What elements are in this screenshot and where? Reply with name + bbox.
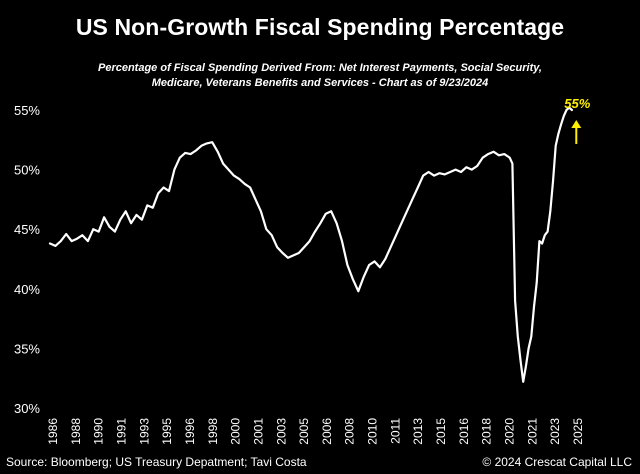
y-tick-label: 35% bbox=[14, 341, 40, 356]
x-tick-label: 1996 bbox=[183, 418, 197, 445]
annotation-label: 55% bbox=[564, 96, 590, 111]
x-tick-label: 2020 bbox=[503, 418, 517, 445]
x-tick-label: 2001 bbox=[251, 418, 265, 445]
x-tick-label: 2021 bbox=[525, 418, 539, 445]
y-tick-label: 30% bbox=[14, 401, 40, 416]
x-tick-label: 2005 bbox=[297, 418, 311, 445]
x-tick-label: 2008 bbox=[343, 418, 357, 445]
subtitle-line-2: Medicare, Veterans Benefits and Services… bbox=[151, 77, 489, 89]
annotation-layer: 55% bbox=[564, 96, 591, 144]
x-tick-label: 1991 bbox=[114, 418, 128, 445]
y-tick-label: 40% bbox=[14, 282, 40, 297]
x-axis: 1986 1988 1990 1991 1993 1995 1996 1998 2000 2001… bbox=[46, 418, 585, 445]
x-tick-label: 2010 bbox=[366, 418, 380, 445]
subtitle-line-1: Percentage of Fiscal Spending Derived Fr… bbox=[97, 62, 542, 74]
x-tick-label: 2013 bbox=[411, 418, 425, 445]
x-tick-label: 1990 bbox=[92, 418, 106, 445]
y-tick-label: 55% bbox=[14, 103, 40, 118]
x-tick-label: 1988 bbox=[69, 418, 83, 445]
x-tick-label: 2011 bbox=[388, 418, 402, 444]
x-tick-label: 2016 bbox=[457, 418, 471, 445]
y-tick-label: 50% bbox=[14, 163, 40, 178]
x-tick-label: 1986 bbox=[46, 418, 60, 445]
x-tick-label: 2000 bbox=[229, 418, 243, 445]
x-tick-label: 2006 bbox=[320, 418, 334, 445]
x-tick-label: 2018 bbox=[480, 418, 494, 445]
x-tick-label: 1998 bbox=[206, 418, 220, 445]
x-tick-label: 2023 bbox=[548, 418, 562, 445]
x-tick-label: 2003 bbox=[274, 418, 288, 445]
series-layer bbox=[48, 106, 574, 383]
x-tick-label: 2015 bbox=[434, 418, 448, 445]
x-tick-label: 1993 bbox=[137, 418, 151, 445]
y-axis: 30% 35% 40% 45% 50% 55% bbox=[14, 103, 40, 416]
x-tick-label: 1995 bbox=[160, 418, 174, 445]
series-line bbox=[48, 106, 574, 383]
annotation-arrow-head bbox=[571, 119, 582, 128]
copyright-note: © 2024 Crescat Capital LLC bbox=[482, 455, 632, 469]
y-tick-label: 45% bbox=[14, 222, 40, 237]
source-note: Source: Bloomberg; US Treasury Depatment… bbox=[6, 455, 307, 469]
chart-subtitle: Percentage of Fiscal Spending Derived Fr… bbox=[60, 61, 580, 91]
chart-title: US Non-Growth Fiscal Spending Percentage bbox=[75, 14, 565, 40]
x-tick-label: 2025 bbox=[571, 418, 585, 445]
